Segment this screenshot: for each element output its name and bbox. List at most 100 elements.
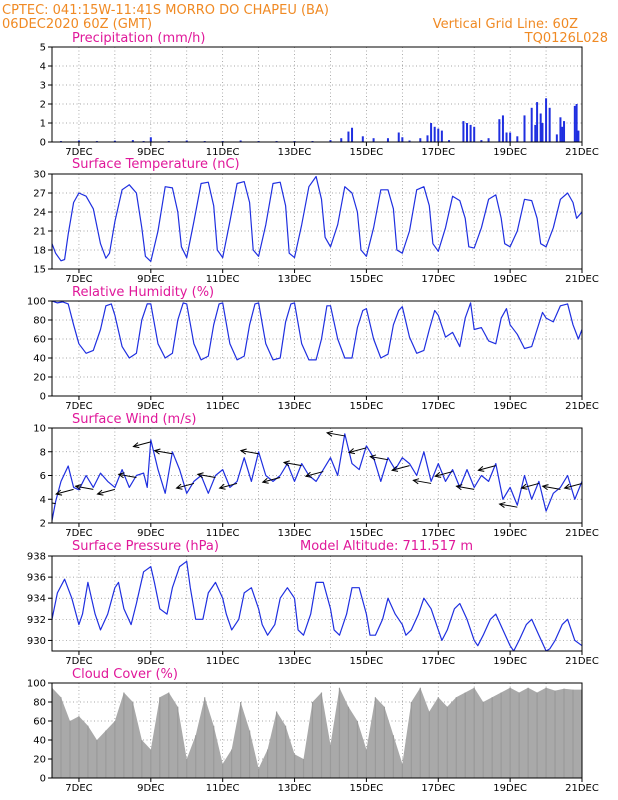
- x-tick-label: 19DEC: [493, 401, 527, 412]
- cloud-cover-bar: [347, 706, 350, 778]
- cloud-cover-bar: [249, 730, 251, 778]
- x-tick-label: 11DEC: [206, 656, 240, 667]
- cloud-cover-area: [52, 687, 582, 778]
- precipitation-bar: [426, 135, 429, 142]
- y-tick-label: 932: [27, 615, 46, 626]
- wind-direction-arrow: [434, 471, 453, 478]
- precipitation-bar: [469, 124, 472, 142]
- y-tick-label: 80: [33, 698, 46, 709]
- y-tick-label: 100: [27, 679, 46, 690]
- x-tick-label: 21DEC: [565, 401, 599, 412]
- y-tick-label: 0: [40, 138, 46, 149]
- wind-arrow-head: [132, 442, 140, 449]
- precipitation-bar: [401, 137, 404, 142]
- x-tick-label: 21DEC: [565, 656, 599, 667]
- x-tick-label: 7DEC: [65, 147, 92, 158]
- x-tick-label: 15DEC: [350, 783, 384, 794]
- model-altitude-note: Model Altitude: 711.517 m: [300, 539, 473, 554]
- y-tick-label: 0: [40, 392, 46, 403]
- wind-direction-arrow: [304, 471, 324, 478]
- cloud-cover-bar: [428, 711, 430, 778]
- x-tick-label: 15DEC: [350, 656, 384, 667]
- y-tick-label: 6: [40, 471, 46, 482]
- cloud-cover-bar: [365, 749, 368, 778]
- wind-arrow-shaft: [564, 482, 582, 489]
- wind-direction-arrow: [261, 477, 281, 484]
- surface-temperature-panel: Surface Temperature (nC) 15 18 21 24 27 30 7DE…: [33, 157, 599, 285]
- wind-arrow-shaft: [52, 502, 56, 505]
- precipitation-bar: [541, 123, 544, 142]
- cloud-cover-bar: [275, 711, 278, 778]
- x-tick-label: 11DEC: [206, 147, 240, 158]
- wind-arrow-shaft: [262, 477, 281, 483]
- cloud-cover-bar: [410, 702, 412, 778]
- x-tick-label: 17DEC: [421, 274, 455, 285]
- cloud-cover-bar: [159, 697, 161, 778]
- cloud-cover-bar: [186, 759, 188, 778]
- wind-direction-arrow: [412, 478, 432, 485]
- x-tick-label: 11DEC: [206, 401, 240, 412]
- cloud-cover-bar: [383, 706, 385, 778]
- y-tick-label: 3: [40, 81, 46, 92]
- cloud-cover-bar: [482, 702, 484, 778]
- wind-arrow-shaft: [154, 450, 173, 455]
- precipitation-bar: [351, 127, 354, 142]
- cloud-cover-bar: [258, 768, 260, 778]
- y-tick-label: 40: [33, 354, 46, 365]
- precipitation-bar: [539, 113, 542, 142]
- cloud-cover-bar: [572, 689, 574, 778]
- cloud-cover-bar: [401, 763, 403, 778]
- x-tick-label: 15DEC: [350, 147, 384, 158]
- wind-direction-arrow: [563, 482, 582, 490]
- x-tick-label: 13DEC: [278, 274, 312, 285]
- precipitation-bar: [563, 121, 566, 142]
- temp-series: [52, 175, 582, 262]
- x-tick-label: 11DEC: [206, 274, 240, 285]
- wind-arrow-shaft: [370, 456, 389, 461]
- x-tick-label: 19DEC: [493, 656, 527, 667]
- precipitation-bar: [548, 107, 551, 142]
- cloud-cover-bar: [545, 687, 547, 778]
- precipitation-bar: [487, 138, 490, 142]
- wind-arrow-head: [218, 483, 226, 490]
- wind-arrow-shaft: [240, 450, 259, 455]
- precipitation-bar: [577, 130, 580, 142]
- wind-arrow-head: [153, 448, 161, 455]
- x-tick-label: 15DEC: [350, 528, 384, 539]
- y-tick-label: 40: [33, 736, 46, 747]
- x-tick-label: 9DEC: [137, 656, 164, 667]
- cloud-cover-bar: [240, 702, 242, 778]
- cloud-cover-bar: [213, 725, 215, 778]
- cloud-cover-bar: [78, 716, 80, 778]
- wind-direction-arrow: [369, 454, 389, 461]
- x-tick-label: 21DEC: [565, 274, 599, 285]
- precipitation-bar: [419, 138, 422, 142]
- precipitation-bar: [501, 115, 504, 142]
- wind-direction-arrow: [52, 502, 56, 505]
- cloud-cover-panel: Cloud Cover (%) 0 20 40 60 80 100 7DEC 9DEC 11DE…: [27, 667, 599, 794]
- wind-arrow-shaft: [413, 479, 432, 484]
- x-tick-label: 9DEC: [137, 274, 164, 285]
- y-tick-label: 15: [33, 265, 46, 276]
- x-tick-label: 17DEC: [421, 401, 455, 412]
- x-tick-label: 17DEC: [421, 656, 455, 667]
- cloud-cover-bar: [204, 697, 206, 778]
- precipitation-bar: [462, 121, 465, 142]
- surface-wind-panel: Surface Wind (m/s) 2 4 6 8 10 7DEC 9DEC 11DEC 13…: [33, 412, 599, 539]
- cloud-cover-bar: [509, 687, 511, 778]
- cloud-cover-bar: [177, 706, 179, 778]
- wind-arrow-shaft: [521, 482, 540, 489]
- wind-arrow-shaft: [118, 473, 137, 478]
- header-station-line: CPTEC: 041:15W-11:41S MORRO DO CHAPEU (B…: [2, 3, 329, 18]
- cloud-cover-bar: [69, 721, 71, 778]
- cloud-cover-bar: [356, 721, 359, 778]
- precipitation-bar: [530, 107, 533, 142]
- x-tick-label: 21DEC: [565, 783, 599, 794]
- x-tick-label: 15DEC: [350, 274, 384, 285]
- wind-arrow-shaft: [435, 471, 453, 477]
- pres-series: [52, 560, 582, 651]
- wind-direction-arrow: [74, 484, 94, 491]
- precipitation-bar: [561, 126, 564, 142]
- surface-temperature-title: Surface Temperature (nC): [72, 157, 240, 172]
